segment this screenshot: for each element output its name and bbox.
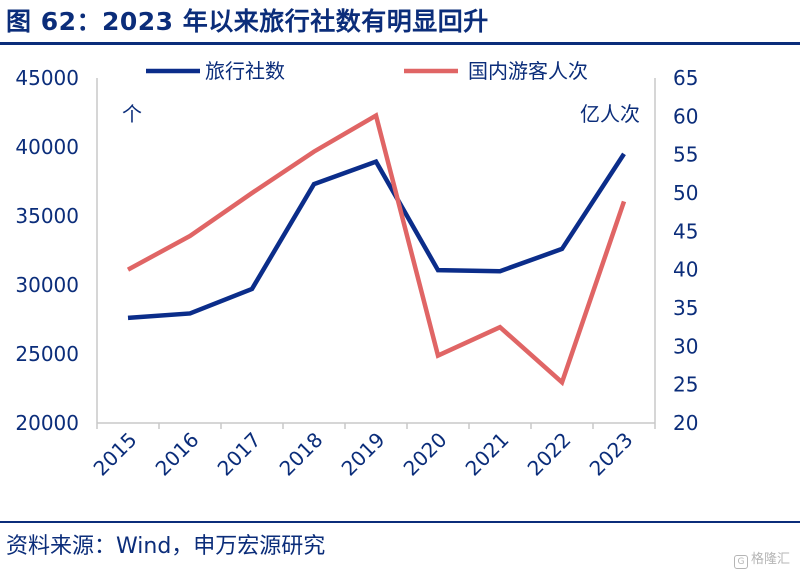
watermark: G 格隆汇 (733, 548, 790, 569)
y-right-tick-label: 35 (673, 296, 698, 320)
y-right-tick-label: 20 (673, 411, 698, 435)
y-left-tick-label: 20000 (15, 411, 79, 435)
chart-legend: 旅行社数 国内游客人次 (146, 59, 588, 83)
x-tick-label: 2019 (337, 428, 390, 481)
y-right-tick-label: 40 (673, 258, 698, 282)
y-right-tick-label: 50 (673, 181, 698, 205)
y-right-tick-label: 25 (673, 373, 698, 397)
y-left-unit-label: 个 (122, 102, 142, 126)
y-left-tick-label: 25000 (15, 342, 79, 366)
y-right-tick-label: 30 (673, 334, 698, 358)
y-left-tick-label: 45000 (15, 66, 79, 90)
y-right-tick-label: 65 (673, 66, 698, 90)
source-note: 资料来源：Wind，申万宏源研究 (6, 534, 326, 559)
series-line-1 (127, 152, 626, 321)
y-right-unit-label: 亿人次 (580, 102, 640, 126)
x-tick-label: 2015 (89, 428, 142, 481)
legend-label-2: 国内游客人次 (468, 59, 588, 83)
x-tick-label: 2021 (461, 428, 514, 481)
watermark-logo-icon: G (733, 555, 748, 569)
x-tick-label: 2017 (213, 428, 266, 481)
chart-title: 图 62：2023 年以来旅行社数有明显回升 (6, 7, 489, 36)
footer-divider (0, 521, 800, 523)
x-tick-label: 2018 (275, 428, 328, 481)
y-right-tick-label: 60 (673, 104, 698, 128)
title-divider (0, 42, 800, 45)
legend-label-1: 旅行社数 (205, 59, 285, 83)
x-tick-label: 2022 (523, 428, 576, 481)
x-tick-label: 2016 (151, 428, 204, 481)
y-left-tick-label: 30000 (15, 273, 79, 297)
x-tick-label: 2020 (399, 428, 452, 481)
y-left-tick-label: 35000 (15, 204, 79, 228)
y-right-tick-label: 45 (673, 219, 698, 243)
series-line-2 (126, 112, 627, 387)
y-right-tick-label: 55 (673, 143, 698, 167)
watermark-text: 格隆汇 (750, 552, 790, 567)
line-chart: 20000 25000 30000 35000 40000 45000 20 25 30 35 40… (15, 59, 698, 481)
y-left-tick-label: 40000 (15, 135, 79, 159)
x-tick-label: 2023 (585, 428, 638, 481)
